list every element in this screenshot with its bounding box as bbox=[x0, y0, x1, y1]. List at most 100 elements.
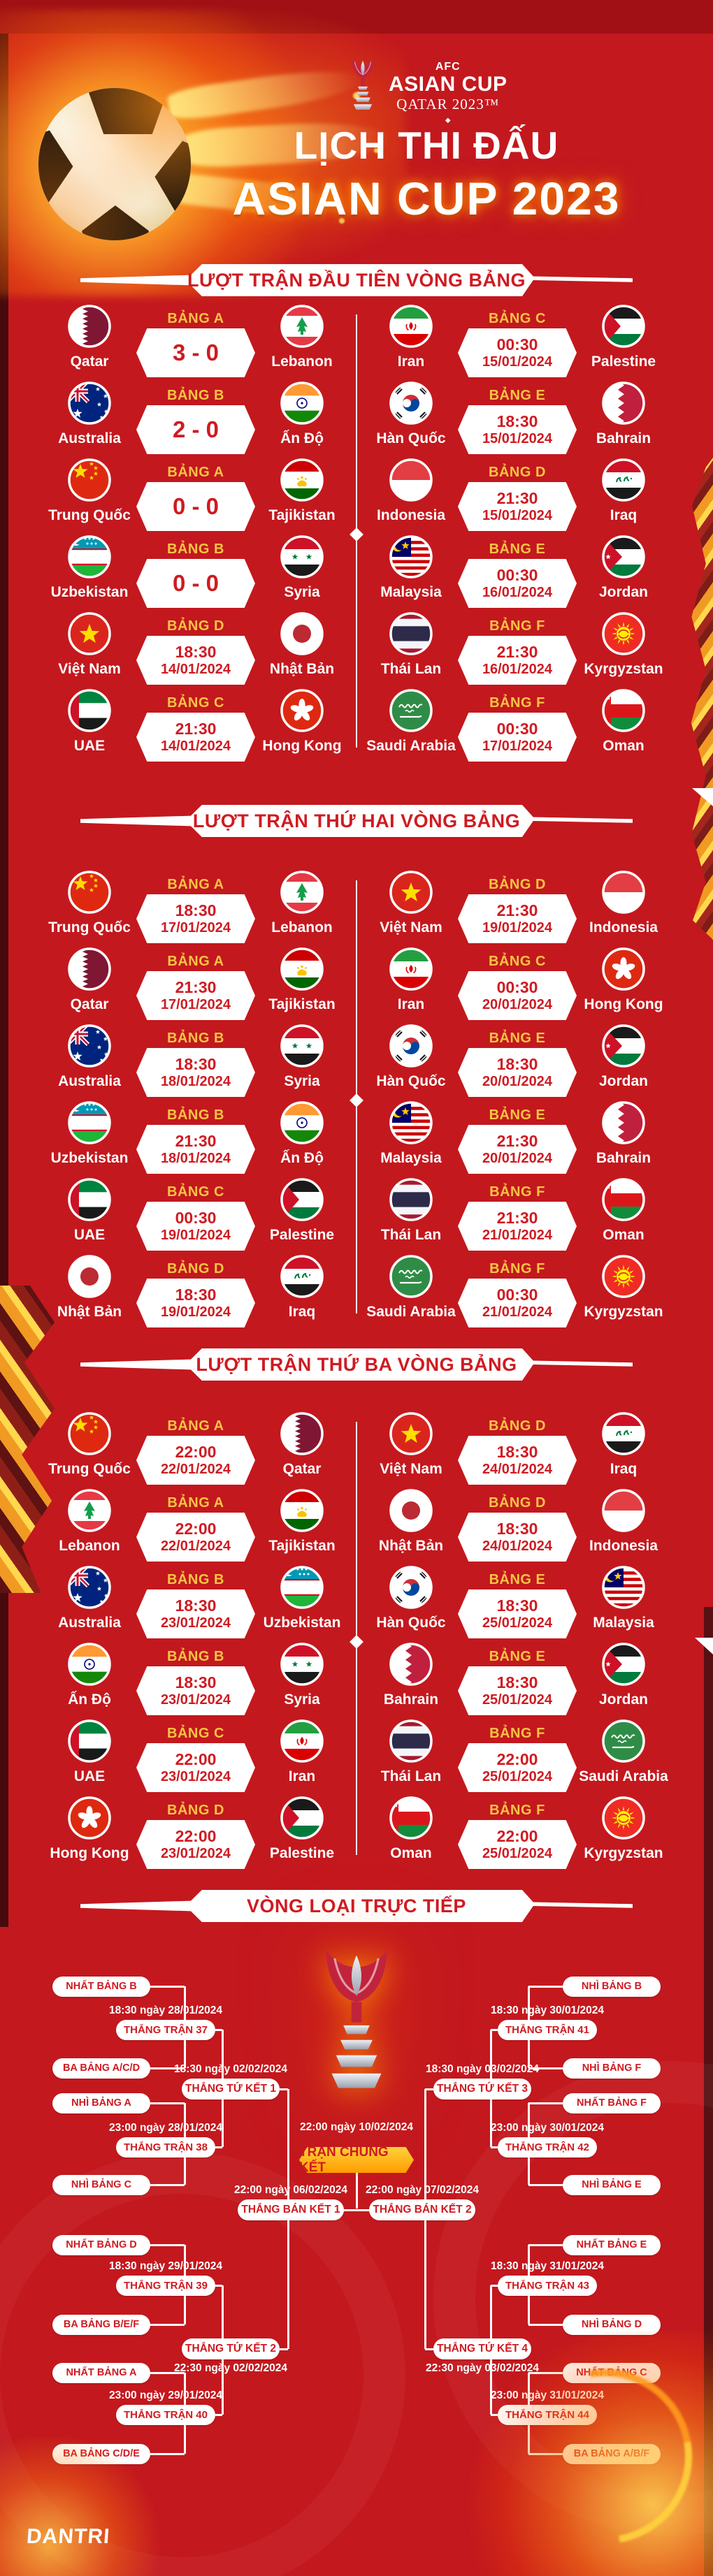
team-name: Trung Quốc bbox=[48, 1461, 131, 1477]
bracket-team-slot: NHÌ BẢNG C bbox=[52, 2174, 150, 2195]
team-name: Ấn Độ bbox=[280, 430, 324, 446]
flag-in-icon bbox=[68, 1643, 111, 1686]
team-name: Tajikistan bbox=[268, 507, 336, 523]
match-row: UAE BẢNG C 21:30 14/01/2024 Hong Kong bbox=[38, 685, 353, 762]
bracket-datetime: 18:30 ngày 02/02/2024 bbox=[173, 2063, 288, 2075]
team-name: Qatar bbox=[70, 354, 109, 370]
team-away: Hong Kong bbox=[577, 943, 670, 1020]
bracket-connector bbox=[491, 2146, 498, 2148]
team-flag bbox=[67, 1719, 112, 1763]
match-hexagon: 2 - 0 bbox=[136, 405, 255, 454]
team-flag bbox=[67, 1411, 112, 1456]
match-date: 16/01/2024 bbox=[482, 661, 553, 677]
team-name: Syria bbox=[284, 1073, 320, 1089]
team-name: Palestine bbox=[269, 1227, 335, 1243]
match-group-label: BẢNG F bbox=[489, 1261, 545, 1276]
ball-patch bbox=[38, 120, 81, 209]
bracket-team-slot: NHẤT BẢNG E bbox=[563, 2234, 661, 2255]
team-flag bbox=[389, 1642, 433, 1687]
match-group-label: BẢNG E bbox=[489, 388, 546, 403]
match-row: Iran BẢNG C 00:30 15/01/2024 Palestine bbox=[360, 300, 675, 377]
team-flag bbox=[67, 1488, 112, 1533]
match-center: BẢNG A 3 - 0 bbox=[136, 300, 255, 377]
team-home: Nhật Bản bbox=[364, 1485, 458, 1562]
match-date: 25/01/2024 bbox=[482, 1768, 553, 1784]
team-flag bbox=[280, 1719, 324, 1763]
flag-au-icon bbox=[68, 1566, 111, 1609]
match-center: BẢNG A 21:30 17/01/2024 bbox=[136, 943, 255, 1020]
bracket-datetime: 18:30 ngày 29/01/2024 bbox=[108, 2260, 223, 2272]
match-date: 17/01/2024 bbox=[482, 738, 553, 754]
team-home: Việt Nam bbox=[43, 608, 136, 685]
match-time: 00:30 bbox=[496, 566, 538, 585]
top-band bbox=[0, 0, 713, 34]
afc-label: AFC bbox=[435, 61, 461, 73]
bracket-match-winner: THẮNG TRẬN 38 bbox=[116, 2137, 215, 2157]
match-row: Indonesia BẢNG D 21:30 15/01/2024 Iraq bbox=[360, 454, 675, 531]
team-flag bbox=[389, 1411, 433, 1456]
match-date: 17/01/2024 bbox=[160, 996, 231, 1012]
match-row: Nhật Bản BẢNG D 18:30 19/01/2024 Iraq bbox=[38, 1251, 353, 1327]
flag-qa-icon bbox=[68, 305, 111, 348]
team-name: Iran bbox=[397, 354, 425, 370]
team-away: Indonesia bbox=[577, 866, 670, 943]
match-center: BẢNG C 22:00 23/01/2024 bbox=[136, 1715, 255, 1792]
bracket-connector bbox=[528, 2323, 563, 2326]
flame-streak bbox=[166, 63, 365, 123]
match-hexagon: 3 - 0 bbox=[136, 328, 255, 377]
match-row: Uzbekistan BẢNG B 21:30 18/01/2024 Ấn Độ bbox=[38, 1097, 353, 1174]
match-group-label: BẢNG A bbox=[167, 1495, 224, 1511]
match-center: BẢNG B 18:30 23/01/2024 bbox=[136, 1562, 255, 1638]
match-group-label: BẢNG A bbox=[167, 877, 224, 892]
flag-kr-icon bbox=[389, 1024, 433, 1068]
section-column-right: Iran BẢNG C 00:30 15/01/2024 Palestine Hàn Qu… bbox=[360, 300, 675, 762]
match-date: 25/01/2024 bbox=[482, 1845, 553, 1861]
match-group-label: BẢNG D bbox=[489, 877, 546, 892]
team-name: Jordan bbox=[598, 584, 648, 600]
match-group-label: BẢNG A bbox=[167, 954, 224, 969]
bracket-connector bbox=[424, 2089, 426, 2349]
team-flag bbox=[67, 304, 112, 349]
afc-trophy-icon bbox=[344, 46, 382, 129]
match-row: Bahrain BẢNG E 18:30 25/01/2024 Jordan bbox=[360, 1638, 675, 1715]
team-name: Jordan bbox=[598, 1691, 648, 1708]
flag-sa-icon bbox=[602, 1719, 645, 1763]
bracket-datetime: 22:00 ngày 07/02/2024 bbox=[365, 2184, 480, 2196]
match-hexagon: 22:00 25/01/2024 bbox=[458, 1743, 577, 1792]
team-flag bbox=[601, 1565, 646, 1610]
team-name: Syria bbox=[284, 1691, 320, 1708]
bracket-connector bbox=[329, 2208, 384, 2211]
match-center: BẢNG F 00:30 17/01/2024 bbox=[458, 685, 577, 762]
flag-jo-icon bbox=[602, 1024, 645, 1068]
match-row: Hàn Quốc BẢNG E 18:30 15/01/2024 Bahrain bbox=[360, 377, 675, 454]
flag-om-icon bbox=[602, 689, 645, 732]
flag-my-icon bbox=[389, 535, 433, 578]
flag-uz-icon bbox=[280, 1566, 324, 1609]
match-hexagon: 00:30 17/01/2024 bbox=[458, 713, 577, 762]
match-hexagon: 00:30 21/01/2024 bbox=[458, 1279, 577, 1327]
match-center: BẢNG D 21:30 15/01/2024 bbox=[458, 454, 577, 531]
flag-qa-icon bbox=[280, 1412, 324, 1455]
bracket-connector bbox=[287, 2089, 289, 2349]
match-group-label: BẢNG B bbox=[167, 1649, 224, 1664]
flag-jp-icon bbox=[68, 1255, 111, 1298]
team-name: Thái Lan bbox=[380, 661, 442, 677]
flag-ps-icon bbox=[602, 305, 645, 348]
match-group-label: BẢNG F bbox=[489, 1726, 545, 1741]
bottom-right-flame bbox=[447, 2331, 713, 2576]
team-name: Lebanon bbox=[59, 1538, 120, 1554]
match-row: Trung Quốc BẢNG A 22:00 22/01/2024 Qatar bbox=[38, 1408, 353, 1485]
flag-lb-icon bbox=[280, 305, 324, 348]
team-away: Hong Kong bbox=[255, 685, 349, 762]
match-center: BẢNG C 00:30 20/01/2024 bbox=[458, 943, 577, 1020]
match-row: Australia BẢNG B 18:30 23/01/2024 Uzbekistan bbox=[38, 1562, 353, 1638]
bracket-connector bbox=[489, 2100, 492, 2147]
flag-lb-icon bbox=[68, 1489, 111, 1532]
bracket-datetime: 22:30 ngày 02/02/2024 bbox=[173, 2362, 288, 2374]
flag-iq-icon bbox=[602, 1412, 645, 1455]
bracket-connector bbox=[215, 2284, 222, 2287]
team-home: Saudi Arabia bbox=[364, 1251, 458, 1327]
team-name: Tajikistan bbox=[268, 1538, 336, 1554]
team-flag bbox=[601, 1719, 646, 1763]
